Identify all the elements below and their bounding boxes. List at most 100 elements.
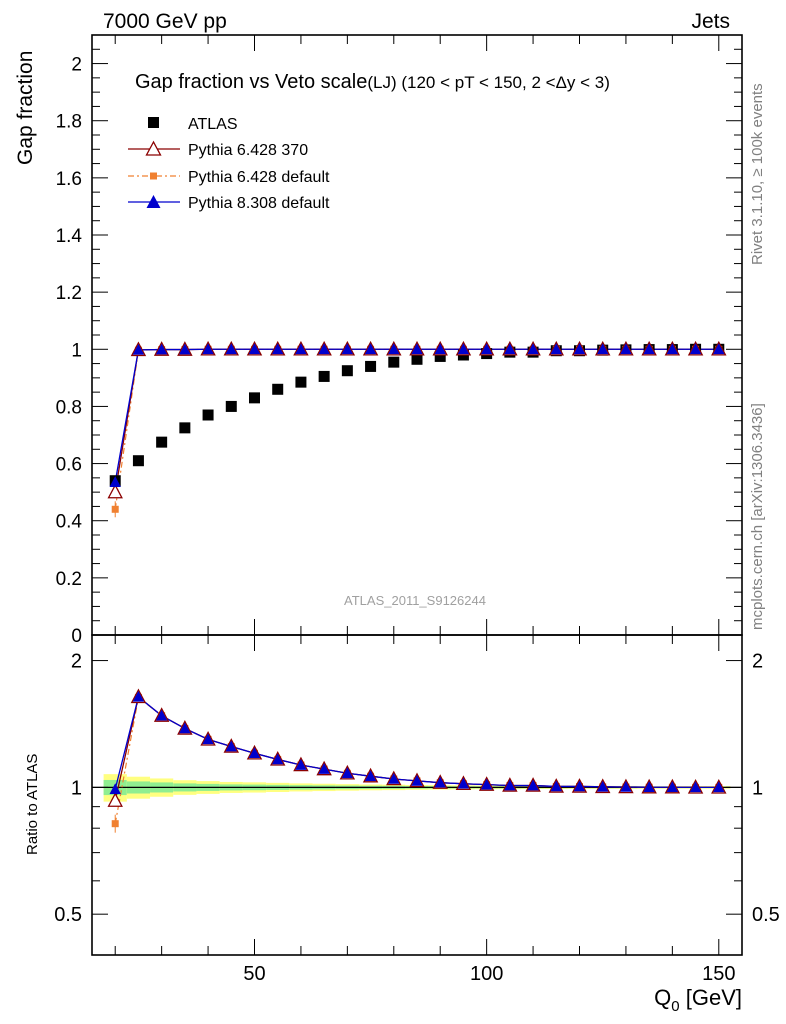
main-y-tick-label: 0.8 — [56, 397, 82, 418]
ratio-pythia8-default-point — [248, 747, 261, 759]
ratio-pythia8-default-point — [132, 690, 145, 702]
pythia6-default-line — [114, 348, 719, 510]
ratio-pythia8-default-point — [620, 781, 632, 792]
atlas-point — [156, 436, 168, 448]
header-left-label: 7000 GeV pp — [103, 10, 227, 33]
legend-marker-pythia8-default — [146, 195, 161, 208]
main-plot-panel: 0 0.2 0.4 0.6 0.8 1 1.2 1.4 1.6 1.8 2 Gap fraction… — [56, 34, 743, 647]
atlas-point — [225, 400, 237, 412]
pythia8-default-point — [457, 343, 470, 355]
ratio-pythia8-default-point — [550, 780, 562, 792]
ratio-y-tick-label-right: 2 — [752, 651, 763, 673]
legend-entry-pythia6-default: Pythia 6.428 default — [128, 169, 330, 186]
header-right-label: Jets — [691, 10, 730, 33]
legend-marker-pythia-370 — [145, 140, 162, 156]
atlas-point — [434, 350, 446, 362]
atlas-point — [365, 360, 377, 372]
ratio-pythia8-default-point — [504, 779, 516, 791]
pythia8-default-point — [109, 476, 121, 487]
ratio-pythia8-default-point — [713, 781, 725, 793]
pythia8-default-point — [295, 343, 307, 355]
ratio-pythia8-default-point — [295, 759, 307, 770]
atlas-point — [318, 370, 330, 382]
ratio-pythia8-default-point — [109, 783, 121, 795]
legend-marker-pythia6-default — [150, 172, 157, 180]
ratio-pythia8-default-point — [597, 780, 609, 792]
ratio-pythia8-default-point — [341, 767, 354, 779]
main-y-tick-label: 0 — [71, 626, 82, 647]
atlas-point — [272, 383, 284, 395]
pythia8-default-point — [132, 343, 145, 355]
pythia8-default-point — [179, 343, 191, 355]
ratio-y-tick-label-right: 1 — [752, 777, 763, 799]
pythia8-default-point — [411, 343, 423, 355]
x-tick-label: 50 — [243, 963, 265, 985]
pythia8-default-point — [527, 343, 539, 355]
main-y-tick-label: 2 — [71, 55, 82, 76]
analysis-watermark: ATLAS_2011_S9126244 — [344, 593, 486, 608]
main-y-tick-label: 1.2 — [56, 283, 82, 304]
legend-entry-pythia-370: Pythia 6.428 370 — [128, 140, 308, 159]
pythia8-default-point — [620, 343, 632, 355]
atlas-point — [249, 392, 260, 404]
main-y-tick-label: 0.4 — [56, 512, 83, 533]
pythia8-default-point — [155, 343, 168, 355]
ratio-pythia8-default-point — [155, 709, 168, 721]
pythia8-default-point — [689, 343, 702, 355]
ratio-plot-frame — [91, 634, 743, 956]
main-y-tick-label: 0.2 — [56, 569, 82, 590]
atlas-point — [202, 409, 214, 421]
pythia8-default-point — [434, 343, 446, 355]
ratio-pythia6-default-point — [111, 820, 119, 828]
pythia370-line — [114, 348, 719, 493]
pythia8-default-point — [248, 343, 261, 355]
main-y-tick-label: 0.6 — [56, 455, 82, 476]
ratio-pythia8-default-point — [573, 780, 586, 792]
main-y-tick-label: 1 — [71, 340, 82, 361]
ratio-pythia8-default-point — [689, 781, 702, 793]
x-tick-label: 150 — [702, 963, 735, 985]
pythia8-default-point — [202, 343, 214, 355]
main-y-tick-label: 1.4 — [56, 226, 83, 247]
x-axis-label: Q0 [GeV] — [654, 985, 742, 1015]
pythia8-default-point — [573, 343, 586, 355]
pythia6-default-point — [111, 505, 119, 513]
pythia8-default-point — [225, 343, 237, 355]
pythia8-default-point — [341, 343, 354, 355]
legend-marker-atlas — [148, 117, 159, 128]
main-ylabel: Gap fraction — [14, 51, 37, 165]
pythia8-default-point — [504, 343, 516, 355]
main-y-tick-label: 1.8 — [56, 112, 82, 133]
ratio-plot-panel: 50 100 150 0.5 0.5 1 1 2 2 — [54, 634, 780, 985]
ratio-y-tick-label: 1 — [71, 777, 82, 799]
ratio-pythia8-default-point — [527, 779, 539, 791]
pythia8-default-point — [388, 343, 400, 355]
ratio-pythia8-default-point — [225, 740, 237, 752]
ratio-pythia370-point — [107, 792, 123, 807]
legend-entry-pythia8-default: Pythia 8.308 default — [128, 195, 330, 212]
atlas-point — [295, 376, 307, 388]
pythia8-default-point — [480, 343, 493, 355]
pythia8-default-point — [272, 343, 284, 355]
legend-entry-atlas: ATLAS — [148, 116, 238, 133]
atlas-point — [179, 422, 191, 434]
pythia8-default-point — [550, 343, 562, 355]
atlas-point — [411, 353, 423, 365]
ratio-y-tick-label-right: 0.5 — [752, 904, 780, 926]
ratio-pythia8-default-point — [434, 776, 446, 788]
pythia8-default-point — [364, 343, 377, 355]
chart-title: Gap fraction vs Veto scale(LJ) (120 < pT… — [135, 71, 610, 93]
ratio-axis-ticks: 50 100 150 0.5 0.5 1 1 2 2 — [54, 635, 780, 985]
ratio-pythia6-default-line — [114, 696, 719, 824]
pythia8-default-point — [597, 343, 609, 355]
legend-label-pythia-370: Pythia 6.428 370 — [188, 142, 308, 159]
ratio-pythia8-default-point — [457, 777, 470, 789]
ratio-pythia8-default-point — [179, 722, 191, 734]
legend-label-pythia8-default: Pythia 8.308 default — [188, 195, 330, 212]
ratio-pythia8-default-point — [318, 763, 330, 774]
ratio-y-tick-label: 2 — [71, 651, 82, 673]
ratio-pythia8-default-point — [388, 772, 400, 784]
legend: ATLAS Pythia 6.428 370 Pythia 6.428 defa… — [128, 116, 330, 212]
pythia370-point — [107, 483, 123, 499]
